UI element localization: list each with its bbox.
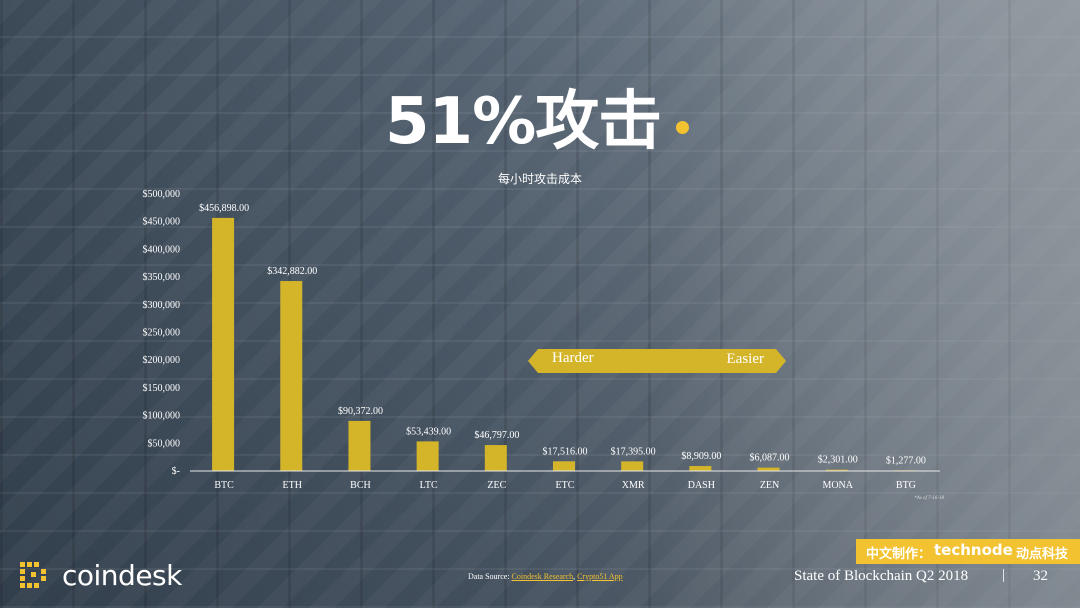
bar-mona xyxy=(825,469,848,471)
data-label: $17,395.00 xyxy=(611,446,656,457)
footer-separator: | xyxy=(1002,567,1006,583)
arrow-easier-label: Easier xyxy=(726,351,764,367)
x-tick-label: LTC xyxy=(420,480,438,491)
y-tick-label: $50,000 xyxy=(148,438,181,449)
data-labels: $456,898.00 $342,882.00 $90,372.00 $53,439.… xyxy=(199,203,926,466)
footer-title: State of Blockchain Q2 2018 xyxy=(794,568,969,584)
source-separator: , xyxy=(573,572,578,581)
y-tick-label: $350,000 xyxy=(143,272,181,283)
x-tick-label: ZEN xyxy=(760,480,779,491)
y-tick-label: $400,000 xyxy=(143,244,181,255)
data-label: $46,797.00 xyxy=(474,430,519,441)
source-link-crypto51[interactable]: Crypto51 App xyxy=(577,572,623,581)
brand-prefix: 中文制作： xyxy=(866,547,932,562)
chart-subtitle: 每小时攻击成本 xyxy=(497,172,582,186)
logo-text: coindesk xyxy=(62,559,182,592)
data-label: $53,439.00 xyxy=(406,426,451,437)
x-tick-label: MONA xyxy=(822,480,853,491)
x-tick-label: DASH xyxy=(688,480,715,491)
y-tick-label: $500,000 xyxy=(143,189,181,200)
y-tick-label: $250,000 xyxy=(143,328,181,339)
y-tick-label: $100,000 xyxy=(143,411,181,422)
brand-name: technode xyxy=(934,541,1013,559)
double-arrow-icon xyxy=(528,349,786,373)
data-label: $6,087.00 xyxy=(750,453,790,464)
x-tick-label: XMR xyxy=(622,480,645,491)
x-axis: BTC ETH BCH LTC ZEC ETC XMR DASH ZEN MONA BTG xyxy=(190,470,940,491)
bar-zec xyxy=(484,445,507,471)
y-tick-label: $450,000 xyxy=(143,217,181,228)
data-label: $8,909.00 xyxy=(681,451,721,462)
bar-eth xyxy=(280,281,303,471)
x-tick-label: ETH xyxy=(283,480,302,491)
title-accent-dot xyxy=(676,121,689,134)
arrow-harder-label: Harder xyxy=(552,350,594,366)
source-link-coindesk[interactable]: Coindesk Research xyxy=(511,572,574,581)
bar-etc xyxy=(553,461,575,471)
y-tick-label: $- xyxy=(172,466,180,477)
y-tick-label: $300,000 xyxy=(143,300,181,311)
coindesk-logo: coindesk xyxy=(18,558,218,594)
bar-bch xyxy=(348,420,371,471)
x-tick-label: BTG xyxy=(896,480,916,491)
bar-dash xyxy=(689,466,712,471)
data-label: $456,898.00 xyxy=(199,203,249,214)
bar-ltc xyxy=(416,441,439,471)
y-tick-label: $200,000 xyxy=(143,355,181,366)
brand-suffix: 动点科技 xyxy=(1016,547,1069,562)
data-label: $1,277.00 xyxy=(886,455,926,466)
y-axis: $- $50,000 $100,000 $150,000 $200,000 $250,00… xyxy=(143,189,181,477)
bars xyxy=(212,217,916,471)
x-tick-label: BCH xyxy=(350,480,371,491)
date-note: *As of 7-16-18 xyxy=(914,496,944,501)
y-tick-label: $150,000 xyxy=(143,383,181,394)
page-number: 32 xyxy=(1033,568,1048,584)
data-source: Data Source: Coindesk Research, Crypto51… xyxy=(468,572,623,581)
source-prefix: Data Source: xyxy=(468,572,512,581)
bar-xmr xyxy=(621,461,644,471)
x-tick-label: ZEC xyxy=(487,480,506,491)
coindesk-logo-icon xyxy=(20,562,46,588)
x-tick-label: ETC xyxy=(556,480,575,491)
x-tick-label: BTC xyxy=(214,480,234,491)
page-title: 51%攻击 xyxy=(385,85,662,159)
bar-btc xyxy=(212,217,235,471)
data-label: $342,882.00 xyxy=(267,266,317,277)
data-label: $17,516.00 xyxy=(543,446,588,457)
bar-zen xyxy=(757,467,780,471)
data-label: $2,301.00 xyxy=(818,455,858,466)
difficulty-arrow: Harder Easier xyxy=(528,349,786,373)
data-label: $90,372.00 xyxy=(338,406,383,417)
technode-banner: 中文制作： technode 动点科技 xyxy=(856,539,1080,564)
